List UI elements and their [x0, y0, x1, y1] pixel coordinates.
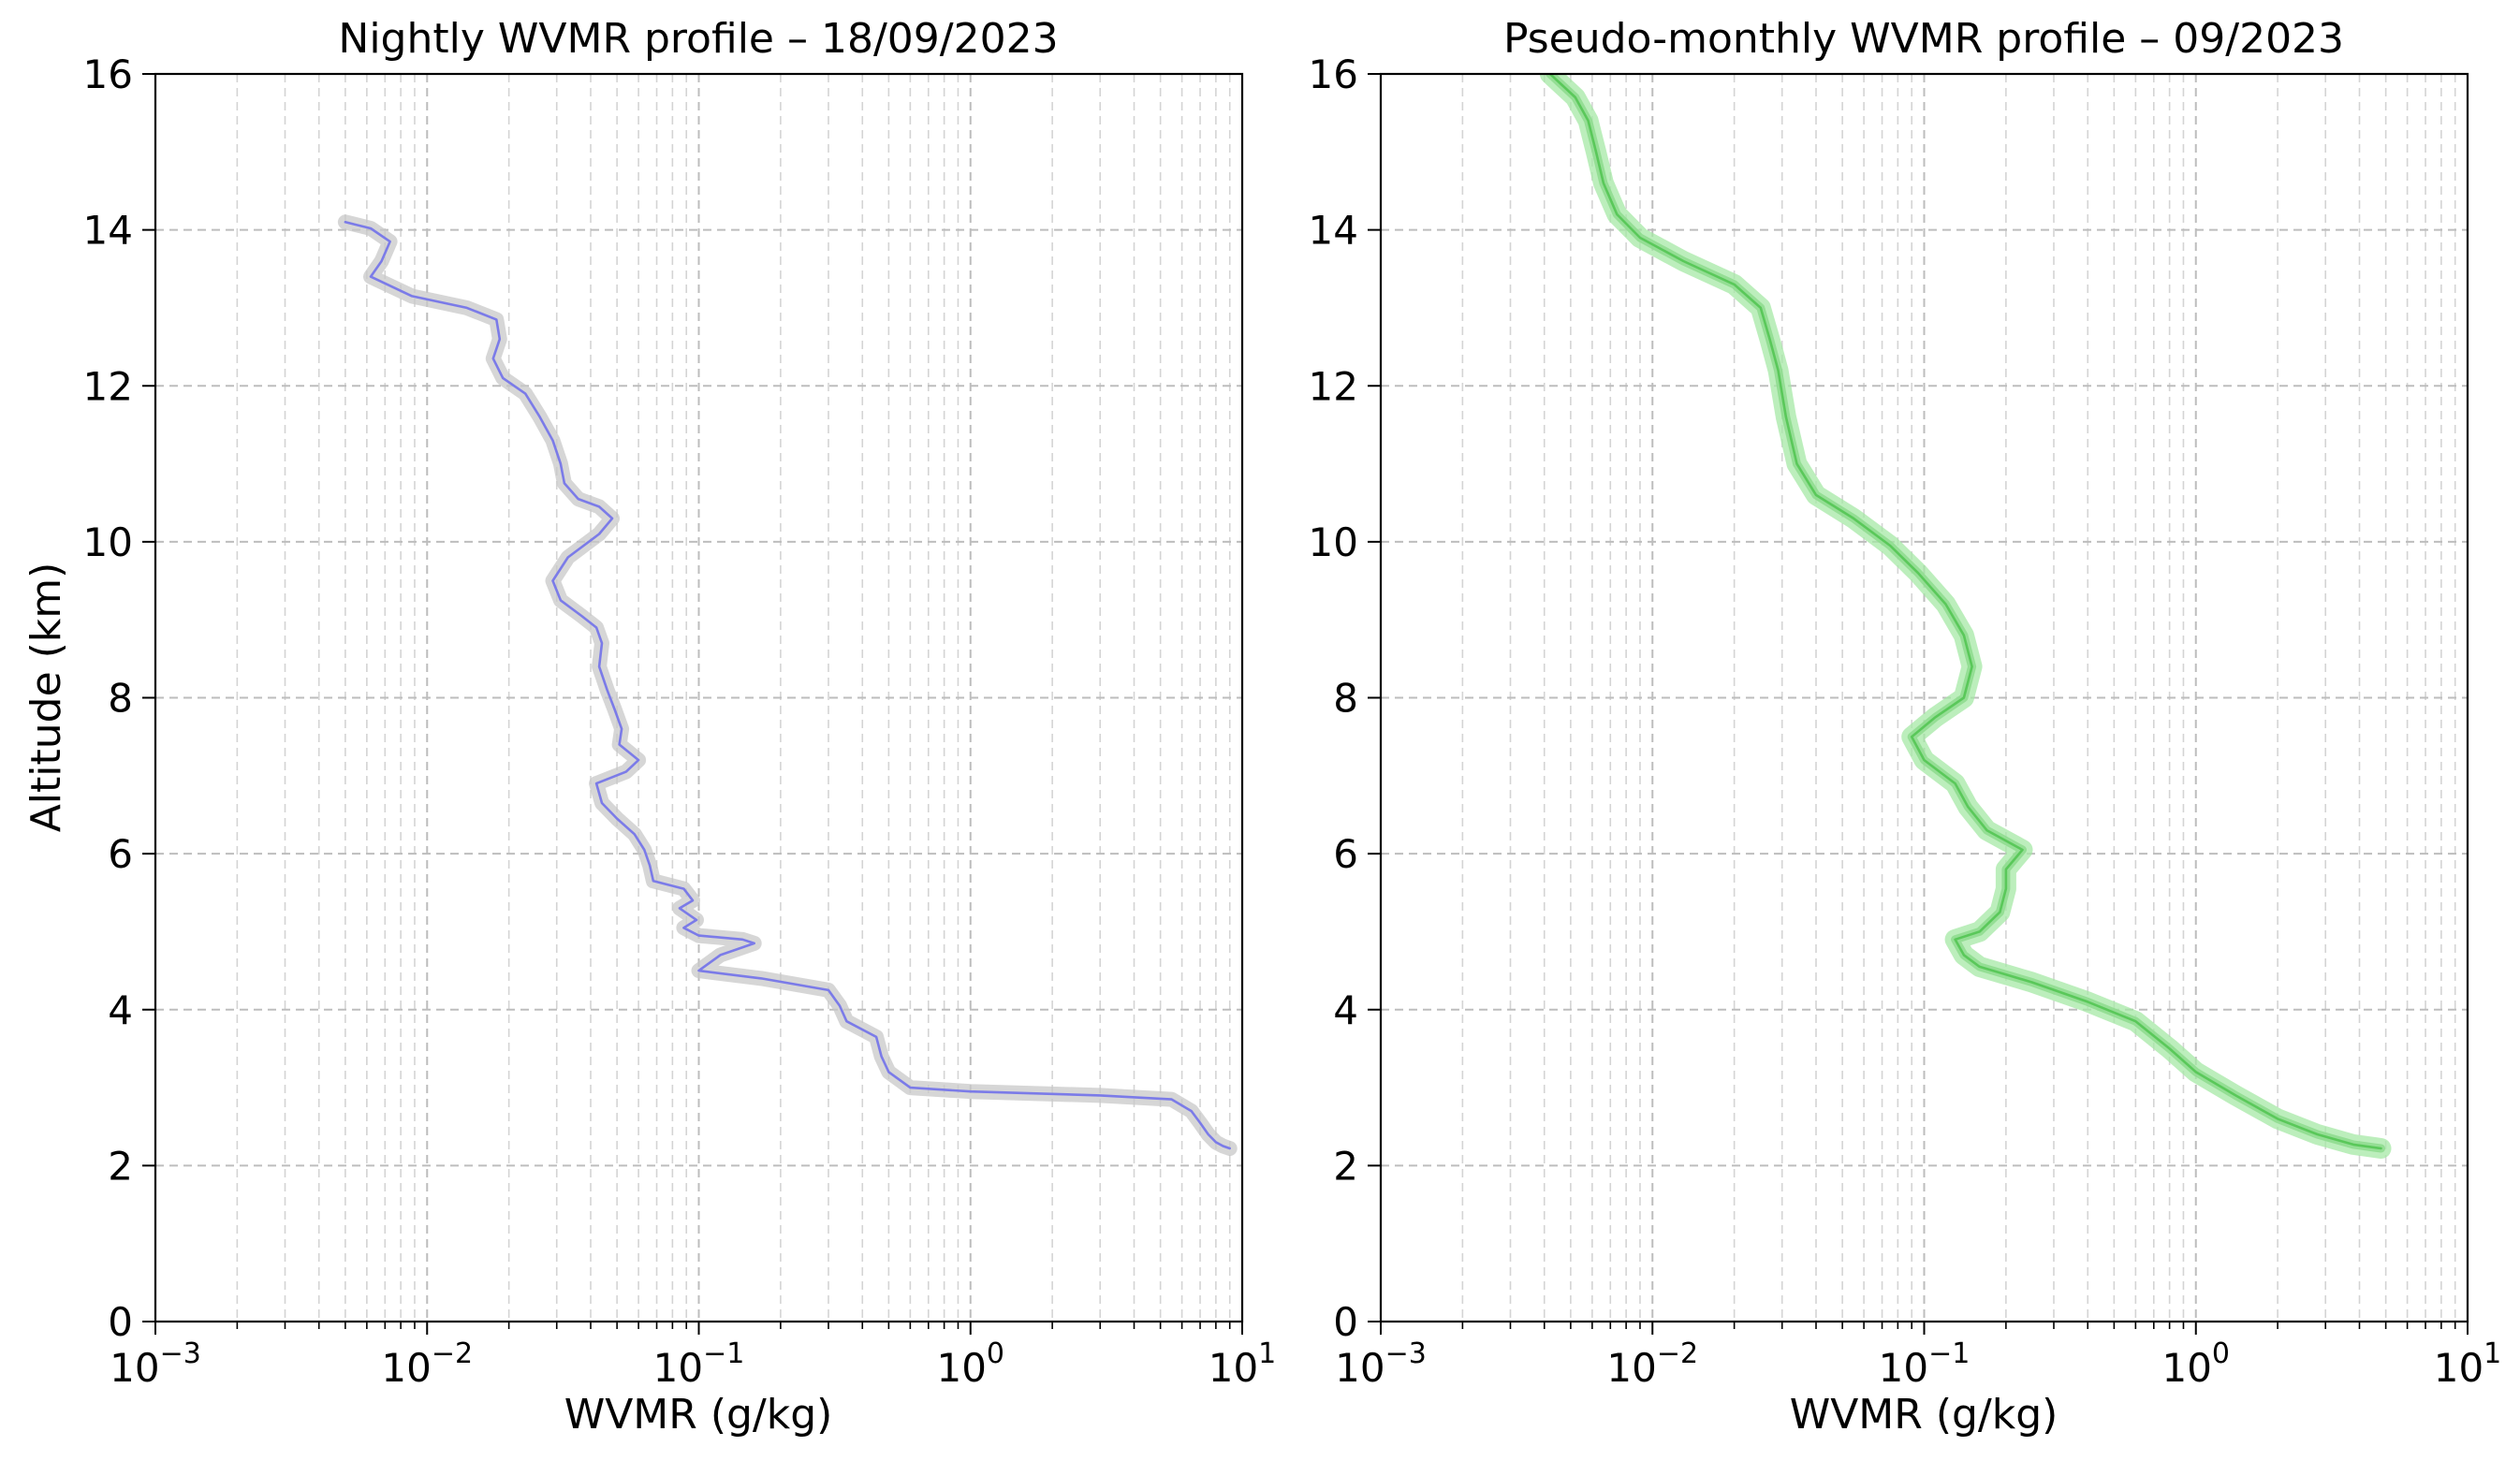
- chart-title: Pseudo-monthly WVMR profile – 09/2023: [1503, 15, 2344, 63]
- x-tick-label: 10−3: [110, 1337, 201, 1391]
- y-tick-label: 12: [1309, 363, 1358, 409]
- y-tick-label: 2: [108, 1143, 133, 1189]
- x-tick-label: 101: [1209, 1337, 1277, 1391]
- y-tick-label: 10: [83, 519, 133, 565]
- y-tick-label: 2: [1333, 1143, 1358, 1189]
- y-tick-label: 10: [1309, 519, 1358, 565]
- y-tick-label: 0: [108, 1299, 133, 1345]
- y-tick-label: 4: [1333, 987, 1358, 1033]
- y-tick-label: 8: [1333, 676, 1358, 722]
- y-axis-label: Altitude (km): [22, 562, 70, 833]
- y-tick-label: 12: [83, 363, 133, 409]
- data-layer: [1539, 74, 2392, 1159]
- y-tick-label: 6: [108, 831, 133, 877]
- panel-pseudo-monthly: Pseudo-monthly WVMR profile – 09/2023 10…: [1309, 15, 2502, 1439]
- x-axis-label: WVMR (g/kg): [1790, 1391, 2058, 1439]
- x-tick-label: 10−2: [1606, 1337, 1698, 1391]
- x-tick-label: 10−1: [1879, 1337, 1971, 1391]
- y-tick-label: 16: [83, 51, 133, 97]
- y-tick-label: 14: [83, 208, 133, 254]
- x-tick-label: 101: [2434, 1337, 2502, 1391]
- series-line: [1548, 74, 2382, 1150]
- x-tick-label: 100: [2161, 1337, 2230, 1391]
- y-tick-label: 6: [1333, 831, 1358, 877]
- y-tick-label: 8: [108, 676, 133, 722]
- axes-frame: [154, 72, 1244, 1323]
- y-tick-label: 4: [108, 987, 133, 1033]
- y-tick-label: 0: [1333, 1299, 1358, 1345]
- x-tick-label: 10−2: [381, 1337, 473, 1391]
- chart-title: Nightly WVMR profile – 18/09/2023: [338, 15, 1058, 63]
- plot-area: 10−3 10−2 10−1 100 101 0 2 4 6 8 10 12 14 16: [83, 51, 1277, 1391]
- y-tick-label: 16: [1309, 51, 1358, 97]
- series-line: [344, 221, 1231, 1150]
- plot-area: 10−3 10−2 10−1 100 101 0 2 4 6 8 10 12 14 16: [1309, 51, 2502, 1391]
- data-layer: [337, 214, 1238, 1156]
- x-axis-label: WVMR (g/kg): [564, 1391, 833, 1439]
- axes-frame: [1379, 72, 2469, 1323]
- panel-nightly: Nightly WVMR profile – 18/09/2023 10−3 10…: [22, 15, 1276, 1439]
- x-tick-label: 10−1: [653, 1337, 745, 1391]
- y-tick-label: 14: [1309, 208, 1358, 254]
- x-tick-label: 100: [936, 1337, 1004, 1391]
- x-tick-label: 10−3: [1335, 1337, 1427, 1391]
